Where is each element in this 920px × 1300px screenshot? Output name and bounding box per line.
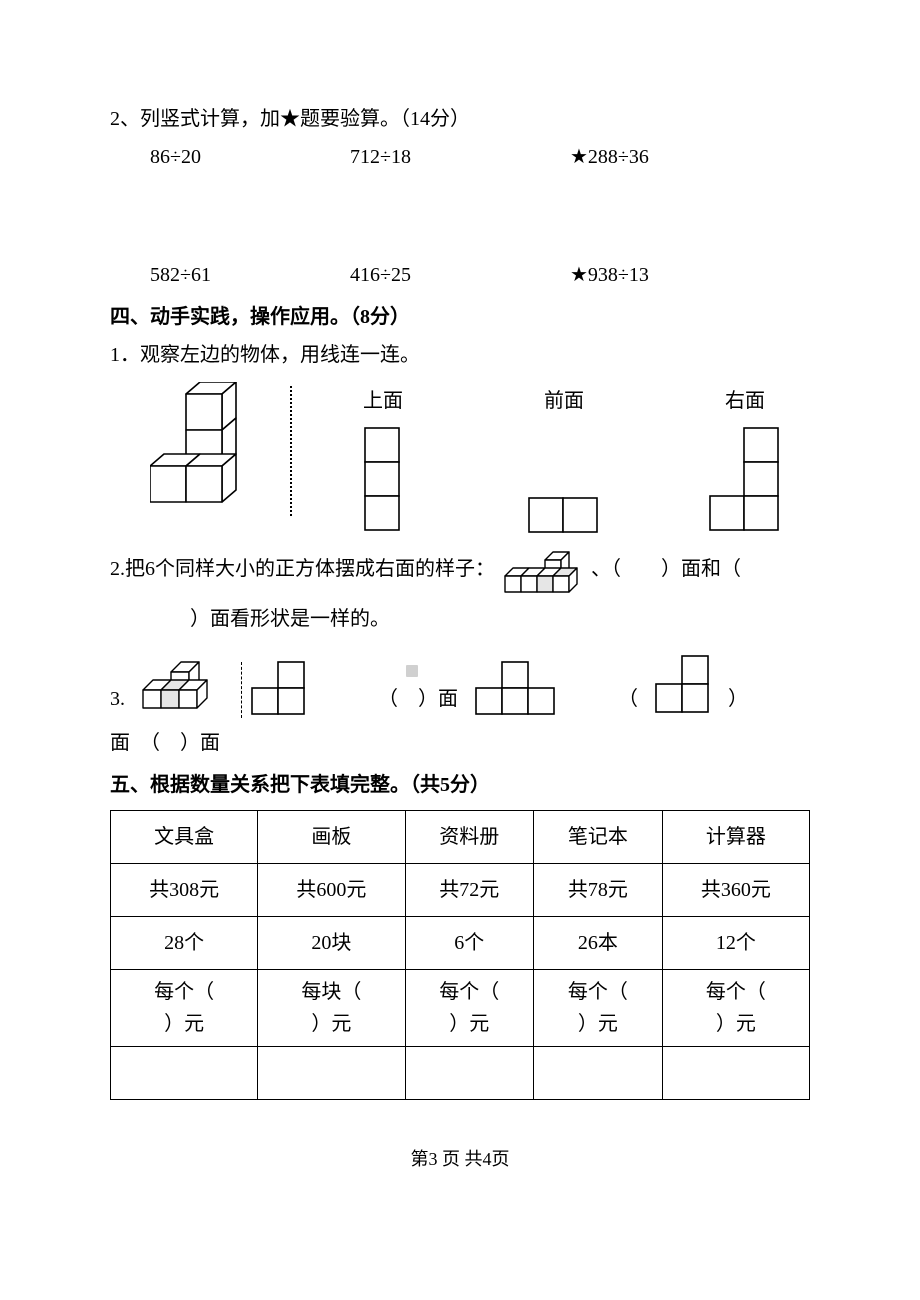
q2-r2-b: 416÷25 bbox=[350, 256, 570, 294]
table-row: 28个 20块 6个 26本 12个 bbox=[111, 917, 810, 970]
view-svg-1x2-horizontal bbox=[527, 496, 601, 536]
sec5-table: 文具盒 画板 资料册 笔记本 计算器 共308元 共600元 共72元 共78元… bbox=[110, 810, 810, 1100]
count-4: 12个 bbox=[662, 917, 809, 970]
q2-r2-a: 582÷61 bbox=[150, 256, 350, 294]
count-3: 26本 bbox=[534, 917, 663, 970]
sec4-q3-tail: 面 （ ）面 bbox=[110, 724, 810, 762]
q2-row1: 86÷20 712÷18 ★288÷36 bbox=[110, 138, 810, 176]
th-3: 笔记本 bbox=[534, 811, 663, 864]
view-col-right: 右面 bbox=[680, 382, 810, 534]
sec4-q2-line: 2.把6个同样大小的正方体摆成右面的样子： 、（ ）面和（ bbox=[110, 550, 810, 600]
empty-0 bbox=[111, 1047, 258, 1100]
cube-3d-icon bbox=[150, 382, 270, 522]
sec4-title: 四、动手实践，操作应用。（8分） bbox=[110, 298, 810, 336]
q2-prompt: 2、列竖式计算，加★题要验算。（14分） bbox=[110, 100, 810, 138]
th-2: 资料册 bbox=[405, 811, 534, 864]
each-4: 每个（）元 bbox=[662, 970, 809, 1047]
view-col-top: 上面 bbox=[318, 382, 448, 534]
watermark-square-icon bbox=[406, 665, 418, 677]
each-1: 每块（）元 bbox=[258, 970, 405, 1047]
sec4-q1-text: 1．观察左边的物体，用线连一连。 bbox=[110, 336, 810, 374]
table-row bbox=[111, 1047, 810, 1100]
shape-T-bottom bbox=[472, 660, 560, 718]
each-0: 每个（）元 bbox=[111, 970, 258, 1047]
count-0: 28个 bbox=[111, 917, 258, 970]
total-2: 共72元 bbox=[405, 864, 534, 917]
view-svg-L-shape bbox=[708, 426, 782, 534]
th-1: 画板 bbox=[258, 811, 405, 864]
count-1: 20块 bbox=[258, 917, 405, 970]
each-3: 每个（）元 bbox=[534, 970, 663, 1047]
q3-paren-r: ） bbox=[728, 680, 748, 718]
q2-r1-c: ★288÷36 bbox=[570, 138, 770, 176]
q3-paren-l: （ bbox=[618, 680, 638, 718]
sec4-q2-post: 、（ ）面和（ bbox=[591, 550, 741, 588]
table-row: 文具盒 画板 资料册 笔记本 计算器 bbox=[111, 811, 810, 864]
sec4-q2-pre: 2.把6个同样大小的正方体摆成右面的样子： bbox=[110, 550, 495, 588]
q3-blank1: （ ）面 bbox=[378, 680, 458, 718]
total-4: 共360元 bbox=[662, 864, 809, 917]
total-0: 共308元 bbox=[111, 864, 258, 917]
vertical-dotted-divider bbox=[290, 386, 292, 516]
q2-row2: 582÷61 416÷25 ★938÷13 bbox=[110, 256, 810, 294]
sec4-q1-figure-area: 上面 前面 bbox=[110, 382, 810, 536]
empty-3 bbox=[534, 1047, 663, 1100]
total-3: 共78元 bbox=[534, 864, 663, 917]
cube-iso-4-icon bbox=[139, 660, 225, 718]
total-1: 共600元 bbox=[258, 864, 405, 917]
table-row: 共308元 共600元 共72元 共78元 共360元 bbox=[111, 864, 810, 917]
sec4-q2-line2: ）面看形状是一样的。 bbox=[110, 600, 810, 638]
view-label-front: 前面 bbox=[544, 382, 584, 420]
page-number: 第3 页 共4页 bbox=[110, 1142, 810, 1176]
table-row: 每个（）元 每块（）元 每个（）元 每个（）元 每个（）元 bbox=[111, 970, 810, 1047]
view-svg-3x1-vertical bbox=[363, 426, 403, 534]
vertical-dashed-icon bbox=[241, 662, 242, 718]
sec4-q3-label: 3. bbox=[110, 680, 125, 718]
count-2: 6个 bbox=[405, 917, 534, 970]
shape-T-top bbox=[248, 660, 310, 718]
empty-4 bbox=[662, 1047, 809, 1100]
each-2: 每个（）元 bbox=[405, 970, 534, 1047]
empty-1 bbox=[258, 1047, 405, 1100]
view-col-front: 前面 bbox=[499, 382, 629, 536]
sec4-q3-line: 3. （ ）面 bbox=[110, 652, 810, 718]
view-label-top: 上面 bbox=[363, 382, 403, 420]
th-4: 计算器 bbox=[662, 811, 809, 864]
q2-r1-b: 712÷18 bbox=[350, 138, 570, 176]
cube-iso-6-icon bbox=[501, 550, 585, 600]
q2-r1-a: 86÷20 bbox=[150, 138, 350, 176]
sec5-title: 五、根据数量关系把下表填完整。（共5分） bbox=[110, 766, 810, 804]
th-0: 文具盒 bbox=[111, 811, 258, 864]
shape-reverse-L bbox=[652, 652, 714, 718]
empty-2 bbox=[405, 1047, 534, 1100]
q2-r2-c: ★938÷13 bbox=[570, 256, 770, 294]
view-label-right: 右面 bbox=[725, 382, 765, 420]
